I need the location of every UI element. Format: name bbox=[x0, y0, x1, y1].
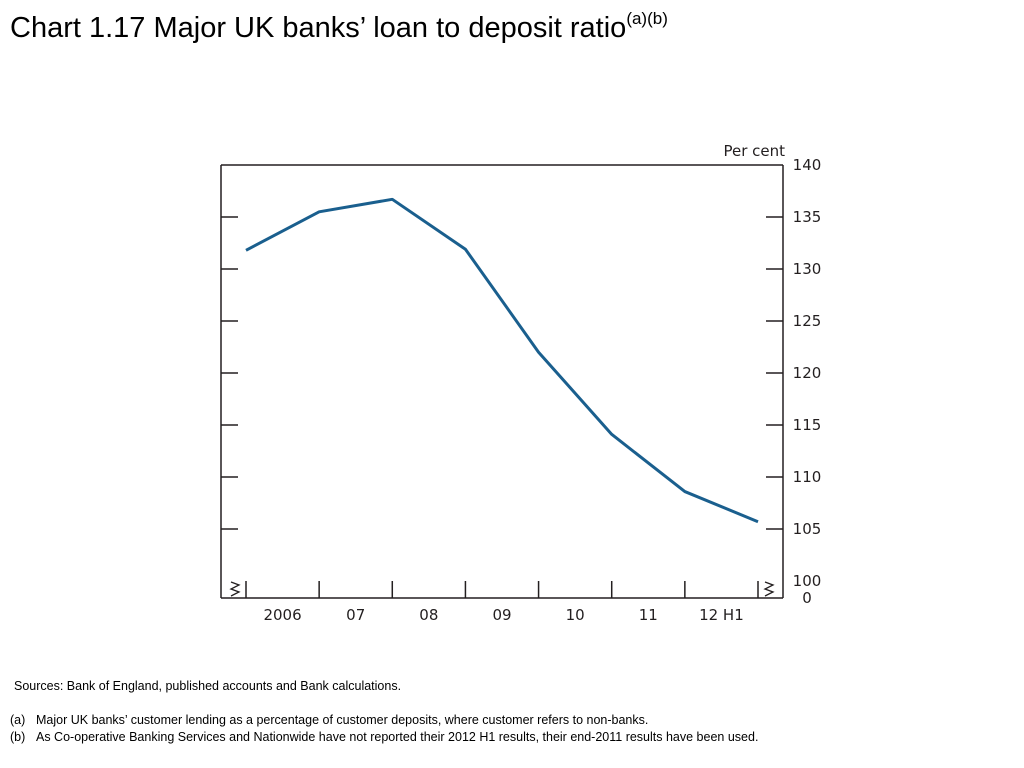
footnote-a: (a) Major UK banks’ customer lending as a… bbox=[10, 712, 648, 729]
x-tick-label: 09 bbox=[492, 606, 511, 624]
x-axis-ticks: 2006 07 08 09 10 11 12 H1 bbox=[245, 581, 759, 624]
y-tick-label: 100 bbox=[793, 572, 822, 590]
y-tick-label: 0 bbox=[802, 589, 812, 607]
page-title: Chart 1.17 Major UK banks’ loan to depos… bbox=[10, 10, 668, 46]
y-tick-label: 110 bbox=[793, 468, 822, 486]
title-text: Chart 1.17 Major UK banks’ loan to depos… bbox=[10, 12, 627, 44]
footnote-b: (b) As Co-operative Banking Services and … bbox=[10, 729, 758, 746]
footnote-b-text: As Co-operative Banking Services and Nat… bbox=[36, 730, 759, 744]
data-series bbox=[245, 197, 759, 524]
axis-break-marks bbox=[229, 581, 775, 597]
sources-note: Sources: Bank of England, published acco… bbox=[14, 679, 402, 693]
y-tick-label: 130 bbox=[793, 260, 822, 278]
x-tick-label: 12 H1 bbox=[699, 606, 744, 624]
y-tick-label: 135 bbox=[793, 208, 822, 226]
x-tick-label: 2006 bbox=[263, 606, 301, 624]
y-tick-label: 125 bbox=[793, 312, 822, 330]
footnote-b-marker: (b) bbox=[10, 730, 26, 744]
footnote-a-text: Major UK banks’ customer lending as a pe… bbox=[36, 713, 649, 727]
title-footnote-marks: (a)(b) bbox=[626, 9, 668, 28]
axis-break-left bbox=[229, 581, 241, 597]
x-tick-label: 07 bbox=[346, 606, 365, 624]
y-tick-label: 120 bbox=[793, 364, 822, 382]
chart-frame bbox=[220, 164, 784, 599]
series-line bbox=[245, 197, 759, 524]
y-tick-label: 140 bbox=[793, 156, 822, 174]
y-tick-label: 115 bbox=[793, 416, 822, 434]
x-tick-label: 11 bbox=[639, 606, 658, 624]
footnote-a-marker: (a) bbox=[10, 713, 26, 727]
x-tick-label: 10 bbox=[566, 606, 585, 624]
x-tick-label: 08 bbox=[419, 606, 438, 624]
y-tick-label: 105 bbox=[793, 520, 822, 538]
axis-break-right bbox=[763, 581, 775, 597]
y-axis-unit-label: Per cent bbox=[723, 142, 785, 160]
